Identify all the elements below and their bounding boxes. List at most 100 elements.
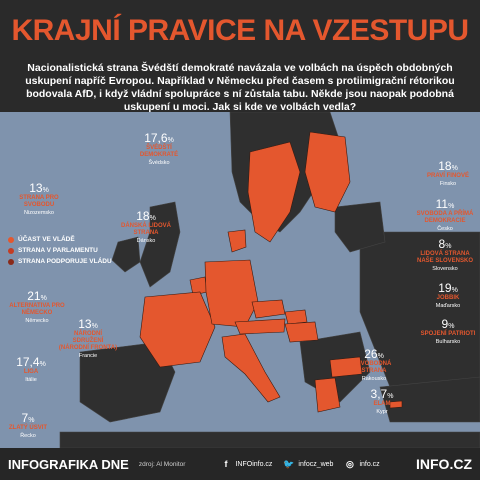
country-name: Francie bbox=[78, 353, 98, 359]
pct-value: 8 bbox=[438, 237, 446, 251]
party-name: SPOJENÍ PATRIOTI bbox=[420, 331, 476, 337]
country-sweden bbox=[247, 141, 301, 243]
pct-value: 18 bbox=[136, 209, 150, 223]
twitter-handle: infocz_web bbox=[298, 460, 334, 468]
country-cyprus bbox=[389, 400, 403, 409]
pct-value: 19 bbox=[438, 281, 452, 295]
country-name: Maďarsko bbox=[435, 303, 461, 309]
pct-value: 7 bbox=[21, 411, 29, 425]
land-turkey bbox=[379, 376, 480, 423]
country-name: Slovensko bbox=[432, 266, 458, 272]
pct-value: 13 bbox=[29, 181, 43, 195]
party-name: PRAVÍ FINOVÉ bbox=[427, 173, 469, 179]
pct-value: 13 bbox=[78, 317, 92, 331]
pct-value: 21 bbox=[27, 289, 41, 303]
pct-value: 17,6 bbox=[144, 131, 168, 145]
map-svg bbox=[59, 112, 480, 448]
label-france: 13% NÁRODNÍ SDRUŽENÍ (NÁRODNÍ FRONTA) Fr… bbox=[58, 317, 118, 359]
country-name: Řecko bbox=[20, 433, 36, 439]
europe-map: ÚČAST VE VLÁDĚ STRANA V PARLAMENTU STRAN… bbox=[0, 112, 480, 448]
source-text: zdroj: Al Monitor bbox=[138, 460, 186, 468]
pct-value: 9 bbox=[441, 317, 449, 331]
country-hungary bbox=[284, 321, 319, 343]
facebook-link[interactable]: f INFOinfo.cz bbox=[219, 458, 272, 471]
legend-item-support: STRANA PODPORUJE VLÁDU bbox=[8, 256, 112, 267]
label-bulgaria: 9% SPOJENÍ PATRIOTI Bulharsko bbox=[420, 317, 476, 345]
instagram-handle: info.cz bbox=[359, 460, 380, 468]
country-name: Rakousko bbox=[361, 376, 387, 382]
label-cyprus: 3,7% ELAM Kypr bbox=[362, 388, 402, 416]
country-name: Německo bbox=[25, 318, 49, 324]
country-name: Švédsko bbox=[148, 160, 170, 166]
country-bulgaria bbox=[329, 356, 363, 378]
pct-value: 3,7 bbox=[370, 387, 388, 401]
label-sweden: 17,6% ŠVÉDŠTÍ DEMOKRATÉ Švédsko bbox=[130, 132, 188, 167]
label-italy: 17,4% LIGA Itálie bbox=[6, 356, 56, 384]
party-name: ELAM bbox=[373, 401, 391, 407]
pct-value: 17,4 bbox=[16, 355, 40, 369]
intro-text: Nacionalistická strana Švédští demokraté… bbox=[25, 62, 455, 113]
legend: ÚČAST VE VLÁDĚ STRANA V PARLAMENTU STRAN… bbox=[8, 234, 112, 267]
country-name: Itálie bbox=[25, 377, 37, 383]
country-germany bbox=[204, 259, 259, 328]
footer: INFOGRAFIKA DNE zdroj: Al Monitor f INFO… bbox=[0, 448, 480, 480]
label-denmark: 18% DÁNSKÁ LIDOVÁ STRANA Dánsko bbox=[116, 210, 176, 245]
party-name: LIGA bbox=[23, 369, 39, 375]
brand-title: INFOGRAFIKA DNE bbox=[8, 456, 129, 472]
legend-item-parliament: STRANA V PARLAMENTU bbox=[8, 245, 112, 256]
social-links: f INFOinfo.cz 🐦 infocz_web ◎ info.cz bbox=[219, 458, 389, 471]
instagram-link[interactable]: ◎ info.cz bbox=[343, 458, 380, 471]
party-name: NÁRODNÍ SDRUŽENÍ (NÁRODNÍ FRONTA) bbox=[58, 331, 118, 351]
country-name: Finsko bbox=[439, 181, 457, 187]
label-greece: 7% ZLATÝ ÚSVIT Řecko bbox=[4, 412, 52, 440]
label-germany: 21% ALTERNATIVA PRO NĚMECKO Německo bbox=[4, 290, 70, 325]
legend-item-government: ÚČAST VE VLÁDĚ bbox=[8, 234, 112, 245]
instagram-icon: ◎ bbox=[346, 458, 354, 469]
party-name: LIDOVÁ STRANA NAŠE SLOVENSKO bbox=[416, 251, 473, 264]
pct-value: 11 bbox=[435, 197, 449, 211]
party-name: DÁNSKÁ LIDOVÁ STRANA bbox=[120, 223, 171, 236]
country-name: Nizozemsko bbox=[24, 210, 54, 216]
country-denmark bbox=[227, 229, 247, 253]
label-finland: 18% PRAVÍ FINOVÉ Finsko bbox=[420, 160, 476, 188]
country-slovakia bbox=[284, 309, 308, 325]
country-czechia bbox=[251, 299, 286, 319]
country-finland bbox=[304, 131, 351, 213]
party-name: STRANA PRO SVOBODU bbox=[19, 195, 59, 208]
country-name: Kypr bbox=[376, 409, 388, 415]
legend-dot bbox=[8, 258, 14, 265]
label-austria: 26% SVOBODNÁ STRANA Rakousko bbox=[346, 348, 402, 383]
land-africa bbox=[59, 431, 480, 448]
country-greece bbox=[314, 377, 341, 413]
country-france bbox=[139, 291, 216, 368]
pct-value: 26 bbox=[364, 347, 378, 361]
land-ireland bbox=[111, 236, 141, 273]
facebook-handle: INFOinfo.cz bbox=[235, 460, 273, 468]
legend-label: STRANA PODPORUJE VLÁDU bbox=[18, 258, 112, 265]
label-czechia: 11% SVOBODA A PŘÍMÁ DEMOKRACIE Česko bbox=[412, 198, 478, 233]
country-italy bbox=[221, 333, 281, 403]
party-name: SVOBODNÁ STRANA bbox=[356, 361, 392, 374]
party-name: JOBBIK bbox=[436, 295, 460, 301]
country-name: Dánsko bbox=[136, 238, 156, 244]
label-slovakia: 8% LIDOVÁ STRANA NAŠE SLOVENSKO Slovensk… bbox=[412, 238, 478, 273]
facebook-icon: f bbox=[224, 459, 228, 469]
country-austria bbox=[234, 318, 286, 335]
pct-value: 18 bbox=[438, 159, 452, 173]
legend-label: STRANA V PARLAMENTU bbox=[18, 247, 98, 254]
label-netherlands: 13% STRANA PRO SVOBODU Nizozemsko bbox=[6, 182, 72, 217]
party-name: ALTERNATIVA PRO NĚMECKO bbox=[9, 303, 65, 316]
land-uk bbox=[139, 201, 181, 288]
twitter-link[interactable]: 🐦 infocz_web bbox=[282, 458, 333, 471]
party-name: SVOBODA A PŘÍMÁ DEMOKRACIE bbox=[416, 211, 474, 224]
page-title: KRAJNÍ PRAVICE NA VZESTUPU bbox=[11, 14, 469, 47]
party-name: ZLATÝ ÚSVIT bbox=[8, 425, 48, 431]
legend-dot bbox=[8, 236, 14, 243]
info-logo[interactable]: INFO.CZ bbox=[416, 456, 472, 472]
country-name: Bulharsko bbox=[435, 339, 461, 345]
label-hungary: 19% JOBBIK Maďarsko bbox=[420, 282, 476, 310]
legend-label: ÚČAST VE VLÁDĚ bbox=[18, 236, 75, 243]
legend-dot bbox=[8, 247, 14, 254]
twitter-icon: 🐦 bbox=[283, 458, 295, 469]
